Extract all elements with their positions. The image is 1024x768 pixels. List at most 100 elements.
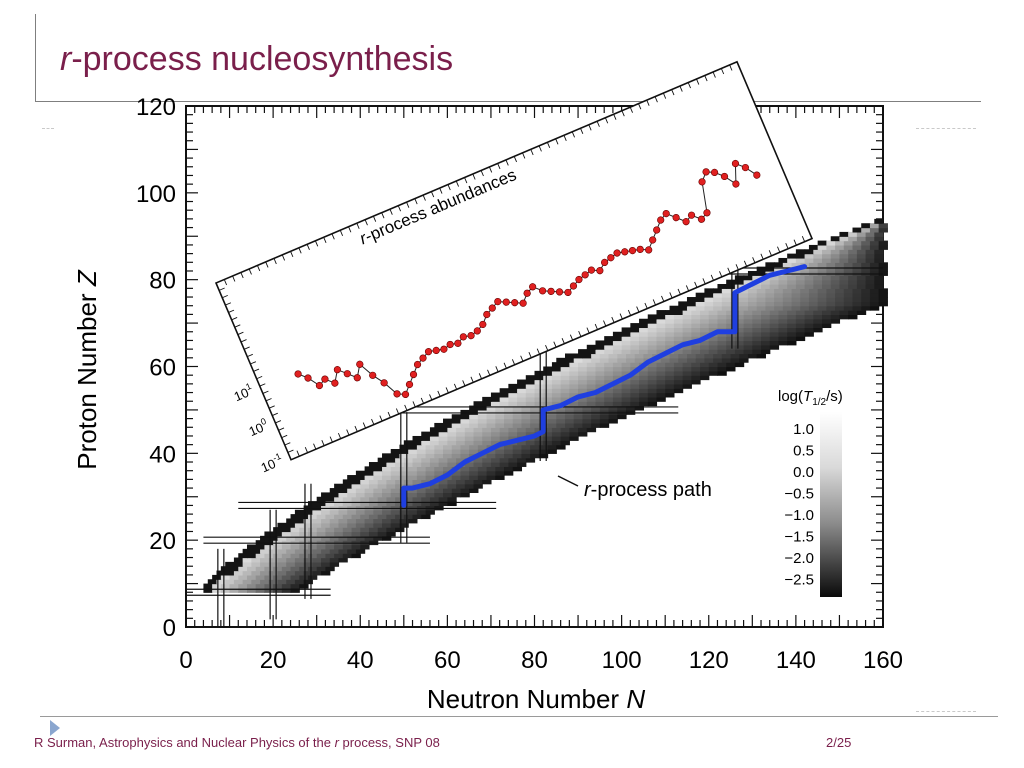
nuclide-cell bbox=[835, 292, 845, 298]
nuclide-cell bbox=[329, 522, 340, 528]
nuclide-cell bbox=[665, 327, 675, 333]
nuclide-cell bbox=[530, 414, 540, 420]
nuclide-cell bbox=[656, 392, 666, 398]
inset-top-tick bbox=[406, 201, 410, 208]
nuclide-cell bbox=[608, 418, 618, 424]
nuclide-cell bbox=[822, 310, 832, 315]
nuclide-cell bbox=[473, 457, 483, 463]
nuclide-cell bbox=[303, 522, 313, 528]
nuclide-cell bbox=[787, 314, 797, 320]
inset-top-tick bbox=[364, 219, 368, 226]
nuclide-cell bbox=[464, 462, 475, 467]
nuclide-cell bbox=[743, 327, 753, 333]
nuclide-cell bbox=[665, 392, 675, 398]
nuclide-cell bbox=[447, 462, 457, 467]
nuclide-cell bbox=[848, 279, 858, 285]
nuclide-cell bbox=[765, 301, 775, 307]
nuclide-cell bbox=[316, 514, 326, 520]
nuclide-cell bbox=[355, 475, 366, 480]
inset-abundance-point bbox=[698, 178, 706, 186]
inset-left-tick bbox=[259, 383, 266, 387]
nuclide-cell bbox=[286, 548, 296, 554]
nuclide-cell bbox=[443, 448, 453, 454]
nuclide-cell bbox=[316, 566, 326, 572]
nuclide-cell bbox=[473, 462, 483, 467]
nuclide-cell bbox=[264, 574, 274, 580]
nuclide-cell bbox=[878, 301, 888, 307]
nuclide-cell bbox=[338, 557, 348, 563]
inset-bottom-tick bbox=[611, 316, 615, 323]
nuclide-cell bbox=[321, 548, 331, 554]
nuclide-cell bbox=[233, 579, 244, 585]
nuclide-cell bbox=[429, 440, 440, 446]
nuclide-cell bbox=[268, 561, 279, 567]
nuclide-cell bbox=[307, 514, 318, 520]
nuclide-cell bbox=[752, 318, 762, 324]
x-tick-label: 20 bbox=[260, 647, 287, 674]
nuclide-cell bbox=[804, 314, 814, 320]
nuclide-cell bbox=[281, 583, 292, 589]
nuclide-cell bbox=[416, 466, 427, 472]
inset-abundance-point bbox=[393, 390, 401, 398]
nuclide-cell bbox=[512, 453, 523, 459]
nuclide-cell bbox=[329, 535, 340, 541]
nuclide-cell bbox=[869, 240, 880, 246]
nuclide-cell bbox=[835, 305, 845, 311]
inset-y-tick-label: 10-1 bbox=[258, 451, 285, 475]
nuclide-cell bbox=[717, 344, 727, 350]
nuclide-cell bbox=[416, 470, 427, 476]
nuclide-cell bbox=[704, 301, 714, 307]
nuclide-cell bbox=[303, 548, 313, 554]
nuclide-cell bbox=[307, 531, 318, 537]
nuclide-cell bbox=[682, 314, 692, 320]
nuclide-cell bbox=[469, 422, 479, 428]
nuclide-cell bbox=[486, 453, 496, 459]
nuclide-cell bbox=[639, 401, 649, 407]
nuclide-cell bbox=[726, 323, 736, 329]
nuclide-cell bbox=[647, 362, 658, 368]
nuclide-cell bbox=[682, 344, 692, 350]
nuclide-cell bbox=[595, 396, 605, 402]
nuclide-cell bbox=[325, 531, 335, 537]
nuclide-cell bbox=[386, 496, 396, 502]
nuclide-cell bbox=[739, 297, 749, 302]
inset-abundance-point bbox=[702, 168, 710, 176]
x-tick-label: 40 bbox=[347, 647, 374, 674]
nuclide-cell bbox=[852, 244, 862, 250]
nuclide-cell bbox=[246, 553, 257, 559]
inset-bottom-tick bbox=[346, 429, 350, 436]
nuclide-cell bbox=[368, 501, 379, 507]
nuclide-cell bbox=[364, 475, 374, 480]
nuclide-cell bbox=[878, 297, 888, 302]
inset-bottom-tick bbox=[520, 355, 524, 362]
nuclide-cell bbox=[560, 440, 570, 446]
nuclide-cell bbox=[347, 518, 357, 524]
nuclide-cell bbox=[700, 323, 710, 329]
nuclide-cell bbox=[865, 253, 875, 259]
nuclide-cell bbox=[852, 301, 862, 307]
inset-abundance-point bbox=[596, 267, 604, 275]
nuclide-cell bbox=[665, 336, 675, 342]
nuclide-cell bbox=[582, 405, 592, 411]
nuclide-cell bbox=[621, 392, 631, 398]
nuclide-cell bbox=[869, 227, 880, 233]
nuclide-cell bbox=[556, 414, 566, 420]
nuclide-cell bbox=[822, 249, 832, 255]
inset-y-tick-exponent: 1 bbox=[244, 381, 253, 392]
nuclide-cell bbox=[808, 305, 819, 311]
inset-abundance-point bbox=[343, 370, 351, 378]
colorbar-label: −2.0 bbox=[784, 550, 814, 567]
nuclide-cell bbox=[534, 401, 544, 407]
nuclide-cell bbox=[612, 388, 623, 394]
nuclide-cell bbox=[612, 401, 623, 407]
nuclide-cell bbox=[490, 396, 501, 402]
nuclide-cell bbox=[656, 344, 666, 350]
nuclide-cell bbox=[512, 418, 523, 424]
nuclide-cell bbox=[395, 501, 405, 507]
nuclide-cell bbox=[473, 479, 483, 485]
nuclide-cell bbox=[460, 466, 470, 472]
nuclide-cell bbox=[673, 314, 684, 320]
nuclide-cell bbox=[782, 297, 793, 302]
nuclide-cell bbox=[469, 488, 479, 494]
nuclide-cell bbox=[321, 535, 331, 541]
